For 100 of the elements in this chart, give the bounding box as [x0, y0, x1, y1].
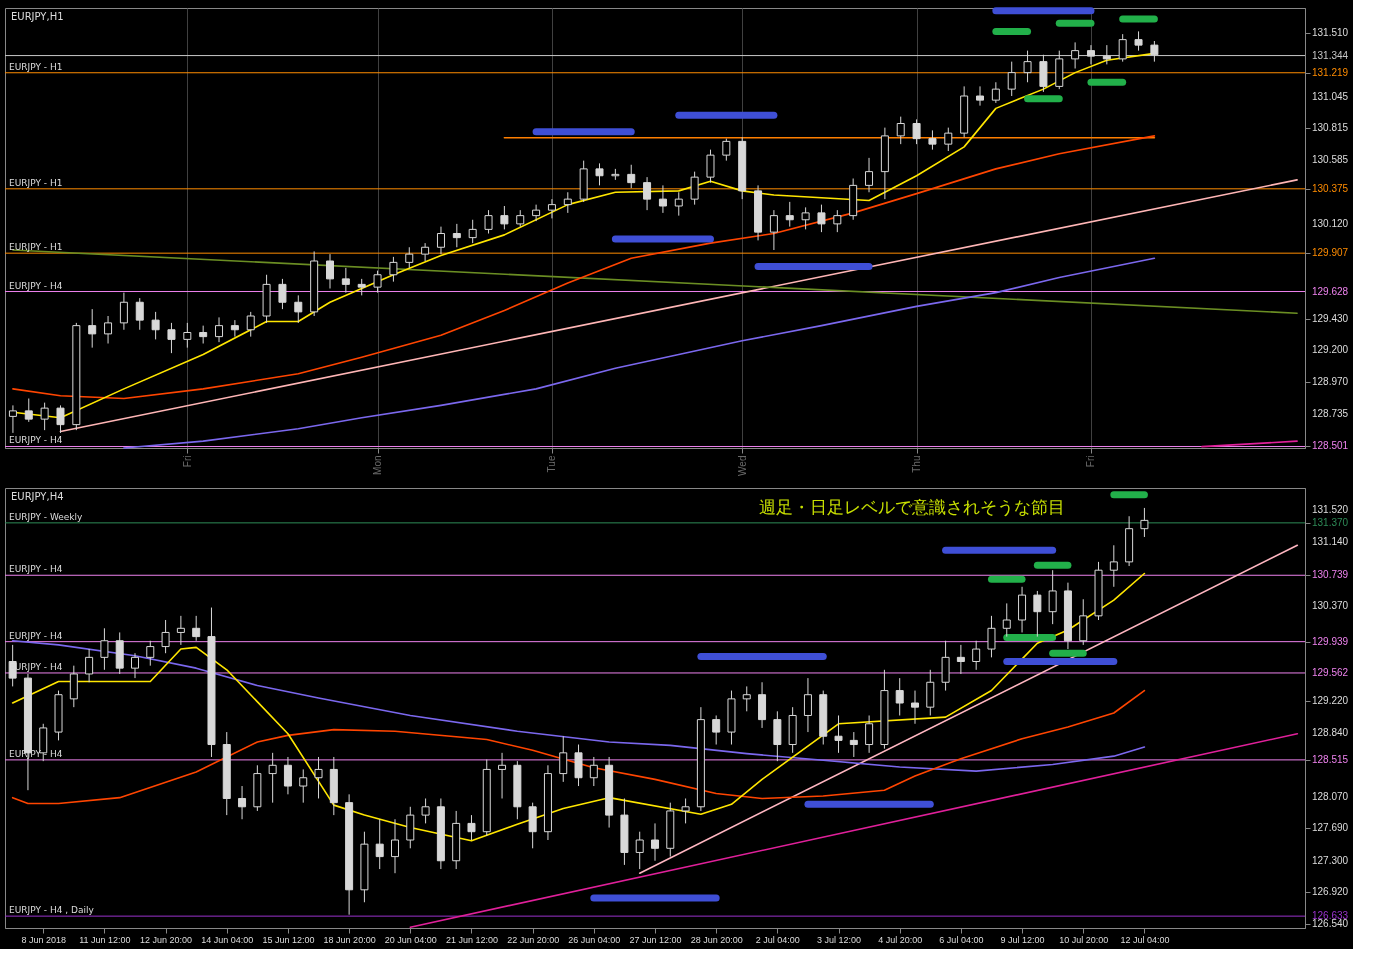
y-tick-label: 129.939 [1312, 635, 1349, 647]
candlestick [246, 311, 255, 338]
candlestick [1007, 61, 1016, 97]
y-tick-label: 129.907 [1312, 247, 1349, 259]
x-tick-label: 8 Jun 2018 [21, 934, 67, 945]
candlestick [785, 201, 794, 228]
candlestick [589, 756, 598, 787]
x-tick-label: 2 Jul 04:00 [755, 934, 800, 945]
candlestick [1140, 507, 1149, 538]
candlestick [161, 619, 170, 654]
candlestick [976, 85, 984, 107]
candlestick [1048, 569, 1057, 625]
candlestick [500, 205, 509, 230]
ref-line-label: EURJPY - H4 [9, 435, 63, 446]
candlestick [314, 756, 323, 799]
candlestick [643, 176, 652, 211]
candlestick [1134, 30, 1143, 52]
y-tick-label: 129.562 [1312, 666, 1349, 678]
ref-line-label: EURJPY - H4 [9, 630, 63, 641]
candlestick [326, 253, 334, 289]
candlestick [391, 818, 399, 874]
candlestick [436, 226, 445, 255]
y-tick-label: 131.219 [1312, 66, 1349, 78]
y-tick-label: 130.815 [1312, 122, 1349, 134]
candlestick [1002, 602, 1011, 638]
candlestick [484, 209, 493, 234]
candlestick [88, 308, 97, 349]
x-tick-label: Fri [181, 455, 193, 468]
candlestick [294, 294, 303, 324]
candlestick [674, 191, 683, 217]
candlestick [1118, 33, 1127, 63]
candlestick [834, 714, 843, 754]
line-series [12, 135, 1156, 400]
chart-title: EURJPY,H1 [11, 11, 64, 22]
y-tick-label: 131.344 [1312, 49, 1349, 61]
candlestick [817, 204, 826, 233]
y-tick-label: 130.120 [1312, 217, 1349, 229]
candlestick [912, 118, 921, 145]
x-tick-label: 27 Jun 12:00 [629, 934, 682, 945]
candlestick [468, 219, 477, 244]
annotation: 週足・日足レベルで意識されそうな節目 [759, 497, 1065, 517]
x-tick-label: Fri [1085, 455, 1097, 468]
line-series [123, 257, 1156, 449]
y-tick-label: 128.515 [1312, 753, 1349, 765]
candlestick [563, 191, 572, 214]
candlestick [1071, 41, 1080, 69]
candlestick [131, 652, 139, 679]
x-tick-label: 21 Jun 12:00 [445, 934, 498, 945]
candlestick [712, 714, 721, 746]
ref-line-label: EURJPY - H1 [9, 177, 63, 188]
candlestick [119, 292, 128, 331]
candlestick [8, 404, 17, 434]
chart-title: EURJPY,H4 [11, 491, 64, 502]
candlestick [547, 198, 556, 219]
y-tick-label: 130.739 [1312, 569, 1349, 581]
y-tick-label: 131.370 [1312, 516, 1349, 528]
ref-line-label: EURJPY - Weekly [9, 511, 84, 522]
y-tick-label: 131.520 [1312, 504, 1349, 516]
candlestick [769, 209, 778, 251]
candlestick [991, 81, 1000, 104]
y-tick-label: 127.690 [1312, 822, 1349, 834]
ref-line-label: EURJPY - H4 [9, 564, 63, 575]
y-tick-label: 128.970 [1312, 376, 1349, 387]
candlestick [1150, 40, 1159, 63]
candlestick [1109, 544, 1118, 588]
candlestick [421, 242, 430, 262]
ref-line-label: EURJPY - H1 [9, 61, 63, 72]
ref-line-label: EURJPY - H1 [9, 242, 63, 253]
candlestick [1033, 590, 1042, 638]
candlestick [498, 752, 507, 799]
candlestick [1086, 44, 1095, 65]
x-tick-label: Thu [911, 455, 923, 473]
candlestick [183, 322, 192, 349]
candlestick [40, 402, 49, 431]
y-tick-label: 128.840 [1312, 726, 1349, 738]
candlestick [104, 315, 113, 344]
x-tick-label: 4 Jul 20:00 [878, 934, 923, 945]
candlestick [987, 615, 996, 658]
line-series [11, 572, 1146, 842]
candlestick [532, 204, 541, 222]
candlestick [690, 171, 699, 206]
y-tick-label: 131.045 [1312, 90, 1349, 102]
candlestick [452, 223, 461, 248]
candlestick [559, 735, 568, 783]
y-tick-label: 126.920 [1312, 886, 1349, 898]
candlestick [658, 184, 667, 214]
ref-line-label: EURJPY - H4 , Daily [9, 905, 95, 916]
candlestick [944, 127, 953, 152]
x-tick-label: 12 Jun 20:00 [140, 934, 193, 945]
candlestick [268, 752, 277, 804]
candlestick [956, 644, 965, 675]
candlestick [1023, 50, 1032, 83]
candlestick [278, 278, 287, 310]
y-tick-label: 130.585 [1312, 153, 1349, 165]
y-tick-label: 128.735 [1312, 408, 1349, 420]
candlestick [742, 685, 751, 712]
x-tick-label: 3 Jul 12:00 [817, 934, 862, 945]
y-tick-label: 129.220 [1312, 695, 1349, 707]
candlestick [151, 311, 160, 340]
candlestick [421, 797, 430, 824]
